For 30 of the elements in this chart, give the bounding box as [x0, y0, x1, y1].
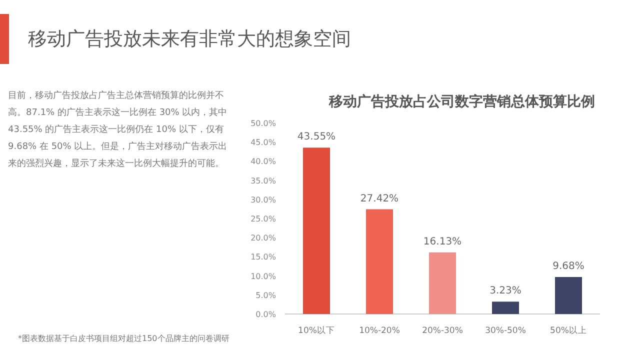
x-tick-label: 30%-50% [485, 326, 526, 336]
bar [303, 148, 330, 314]
x-tick-label: 10%以下 [298, 325, 335, 336]
x-tick-label: 50%以上 [550, 325, 587, 336]
y-tick-label: 45.0% [250, 138, 276, 148]
y-tick-label: 15.0% [250, 252, 276, 262]
bar [366, 209, 393, 314]
y-tick-label: 40.0% [250, 157, 276, 166]
y-tick-label: 5.0% [256, 290, 276, 300]
text: *图表数据基于白皮书项目组对超过150个品牌主的问卷调研 [18, 333, 230, 344]
data-label: 16.13% [423, 236, 462, 248]
x-tick-label: 10%-20% [359, 326, 400, 336]
chart-subtitle: 移动广告投放占公司数字营销总体预算比例 [328, 93, 595, 110]
bar [492, 302, 519, 314]
x-tick-label: 20%-30% [422, 326, 463, 336]
bar [429, 252, 456, 314]
y-tick-label: 50.0% [250, 119, 276, 128]
y-tick-label: 30.0% [250, 195, 276, 204]
bar [555, 277, 582, 314]
data-label: 9.68% [552, 261, 584, 272]
y-tick-label: 35.0% [250, 176, 276, 186]
data-label: 43.55% [297, 132, 336, 143]
title: 移动广告投放未来有非常大的想象空间 [28, 27, 351, 52]
y-tick-label: 0.0% [256, 310, 276, 319]
y-tick-label: 25.0% [250, 214, 276, 224]
text: 目前，移动广告投放占广告主总体营销预算的比例并不高。87.1% 的广告主表示这一比例在 30% 以内，其中 43.55% 的广告主表示这一比例仍在 10% 以下，仅有 9.68% 在 50% 以上。但是，广告主对移动广告表示出来的强烈兴趣，显示了未来这一比例大幅提升的可能。 [8, 90, 228, 171]
y-tick-label: 20.0% [250, 234, 276, 243]
data-label: 3.23% [490, 286, 522, 297]
y-tick-label: 10.0% [250, 272, 276, 281]
data-label: 27.42% [360, 193, 399, 204]
